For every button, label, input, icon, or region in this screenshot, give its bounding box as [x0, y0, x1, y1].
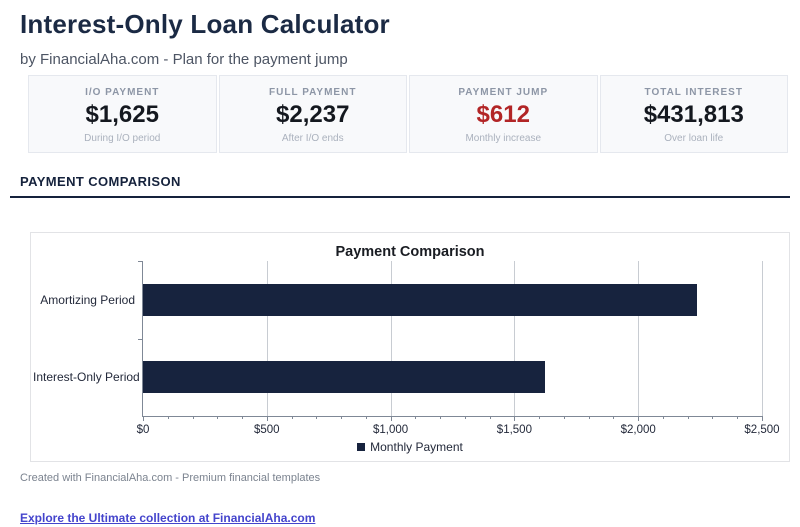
x-tick-label: $0: [136, 424, 150, 436]
stats-row: I/O PAYMENT $1,625 During I/O period FUL…: [28, 75, 788, 153]
section-divider: [10, 196, 790, 198]
y-axis-tick: [138, 261, 143, 262]
x-tick-label: $2,000: [620, 424, 656, 436]
x-axis-tick: [489, 416, 491, 419]
x-axis-tick: [464, 416, 466, 419]
stat-sublabel: Over loan life: [664, 133, 724, 144]
x-axis-tick-labels: $0 $500 $1,000 $1,500 $2,000 $2,500: [137, 424, 780, 438]
x-axis-tick: [291, 416, 293, 419]
stat-value: $431,813: [643, 101, 744, 128]
gridline: [638, 261, 640, 416]
bar-interest-only-period: [143, 361, 546, 394]
x-axis-tick: [440, 416, 442, 419]
chart-title: Payment Comparison: [335, 244, 485, 260]
x-tick-label: $2,500: [744, 424, 780, 436]
x-axis-tick: [341, 416, 343, 419]
chart-legend: Monthly Payment: [31, 440, 789, 454]
x-axis-tick: [365, 416, 367, 419]
stat-label: PAYMENT JUMP: [458, 87, 549, 98]
gridline: [762, 261, 763, 416]
bar-row: Amortizing Period: [40, 261, 762, 339]
x-axis-tick: [316, 416, 318, 419]
stat-card-total-interest: TOTAL INTEREST $431,813 Over loan life: [599, 75, 788, 153]
x-axis-tick: [563, 416, 565, 419]
gridline: [390, 261, 392, 416]
x-axis-tick: [539, 416, 541, 419]
x-axis-tick: [217, 416, 219, 419]
bar-amortizing-period: [143, 283, 697, 316]
stat-sublabel: During I/O period: [84, 133, 161, 144]
x-axis-tick: [613, 416, 615, 419]
payment-comparison-chart: Payment Comparison $0 $500 $1,000 $1,500 $2,…: [30, 232, 790, 462]
x-tick-label: $1,500: [496, 424, 532, 436]
stat-sublabel: Monthly increase: [465, 133, 542, 144]
stat-label: TOTAL INTEREST: [644, 87, 743, 98]
section-header-payment-comparison: PAYMENT COMPARISON: [20, 174, 181, 189]
footer-credit: Created with FinancialAha.com - Premium …: [20, 472, 321, 484]
x-axis-tick: [266, 416, 268, 421]
y-axis-tick: [138, 338, 143, 340]
bar-row: Interest-Only Period: [33, 339, 762, 417]
x-axis-tick: [737, 416, 739, 419]
stat-card-payment-jump: PAYMENT JUMP $612 Monthly increase: [409, 75, 598, 153]
stat-sublabel: After I/O ends: [281, 133, 344, 144]
x-axis-ticks: [143, 416, 763, 422]
category-label: Amortizing Period: [40, 292, 135, 307]
stat-value-payment-jump: $612: [476, 101, 530, 128]
stat-value: $1,625: [85, 101, 159, 128]
x-axis-tick: [514, 416, 516, 421]
x-axis-tick: [192, 416, 194, 419]
stat-label: I/O PAYMENT: [85, 87, 160, 98]
page-subtitle: by FinancialAha.com - Plan for the payme…: [20, 51, 348, 68]
footer-link[interactable]: Explore the Ultimate collection at Finan…: [20, 511, 316, 525]
x-axis-tick: [662, 416, 664, 419]
x-axis-tick: [687, 416, 689, 419]
stat-value: $2,237: [276, 101, 350, 128]
x-tick-label: $1,000: [373, 424, 409, 436]
legend-label: Monthly Payment: [370, 440, 463, 454]
stat-card-io-payment: I/O PAYMENT $1,625 During I/O period: [28, 75, 217, 153]
category-label: Interest-Only Period: [33, 370, 140, 385]
x-axis-tick: [762, 416, 763, 421]
gridline: [514, 261, 516, 416]
x-axis-tick: [242, 416, 244, 419]
plot-area: $0 $500 $1,000 $1,500 $2,000 $2,500 Amortizin…: [33, 261, 780, 436]
stat-card-full-payment: FULL PAYMENT $2,237 After I/O ends: [218, 75, 407, 153]
page-title: Interest-Only Loan Calculator: [20, 9, 390, 39]
x-axis-tick: [415, 416, 417, 419]
gridline: [266, 261, 268, 416]
x-tick-label: $500: [254, 424, 280, 436]
x-axis-tick: [143, 416, 144, 421]
x-axis-tick: [712, 416, 714, 419]
x-axis-tick: [167, 416, 169, 419]
legend-swatch-icon: [357, 443, 366, 451]
x-axis-tick: [588, 416, 590, 419]
stat-label: FULL PAYMENT: [269, 87, 357, 98]
x-axis-tick: [638, 416, 640, 421]
x-axis-tick: [390, 416, 392, 421]
